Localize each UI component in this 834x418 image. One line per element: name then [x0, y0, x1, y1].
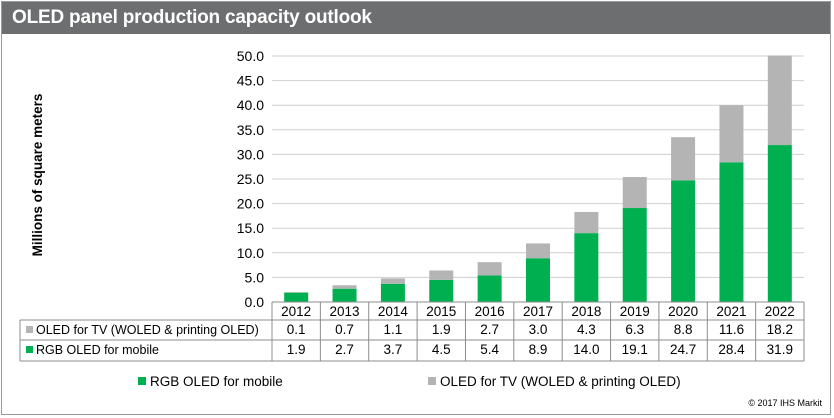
y-tick-label: 35.0 — [237, 122, 264, 138]
y-axis-label: Millions of square meters — [30, 94, 45, 257]
y-tick-label: 25.0 — [237, 171, 264, 187]
legend-swatch-tv — [428, 377, 436, 385]
x-tick-label: 2013 — [330, 304, 360, 319]
data-label: 4.3 — [577, 322, 596, 337]
x-tick-label: 2019 — [620, 304, 650, 319]
data-label: 5.4 — [480, 342, 499, 357]
x-tick-label: 2012 — [281, 304, 311, 319]
y-tick-label: 10.0 — [237, 245, 264, 261]
x-tick-label: 2020 — [668, 304, 698, 319]
x-tick-label: 2018 — [571, 304, 601, 319]
bar-tv — [622, 177, 647, 209]
data-label: 1.9 — [432, 322, 451, 337]
bar-mobile — [477, 275, 502, 302]
data-label: 31.9 — [767, 342, 793, 357]
bar-mobile — [622, 208, 647, 302]
bar-tv — [380, 278, 405, 284]
data-label: 14.0 — [573, 342, 599, 357]
data-label: 1.1 — [384, 322, 403, 337]
legend-swatch-mobile — [138, 377, 146, 385]
y-tick-label: 15.0 — [237, 220, 264, 236]
data-label: 3.7 — [384, 342, 403, 357]
table-series-label-tv: OLED for TV (WOLED & printing OLED) — [36, 323, 259, 337]
data-label: 0.1 — [287, 322, 306, 337]
x-tick-label: 2015 — [426, 304, 456, 319]
bar-mobile — [332, 288, 357, 302]
legend-item-mobile: RGB OLED for mobile — [138, 374, 283, 392]
data-label: 8.9 — [529, 342, 548, 357]
data-label: 2.7 — [480, 322, 499, 337]
y-tick-label: 45.0 — [237, 73, 264, 89]
x-tick-label: 2021 — [716, 304, 746, 319]
bar-mobile — [429, 279, 454, 302]
title-bar: OLED panel production capacity outlook — [2, 2, 830, 34]
bar-mobile — [380, 283, 405, 302]
bar-tv — [574, 211, 599, 234]
bar-tv — [477, 262, 502, 276]
data-label: 18.2 — [767, 322, 793, 337]
data-label: 4.5 — [432, 342, 451, 357]
chart-title: OLED panel production capacity outlook — [12, 7, 372, 28]
bar-mobile — [719, 162, 744, 302]
bar-mobile — [574, 233, 599, 302]
data-label: 0.7 — [335, 322, 354, 337]
data-label: 19.1 — [622, 342, 648, 357]
data-label: 2.7 — [335, 342, 354, 357]
legend-item-tv: OLED for TV (WOLED & printing OLED) — [428, 374, 681, 392]
bar-mobile — [526, 258, 550, 302]
y-tick-label: 0.0 — [245, 294, 265, 310]
table-series-label-mobile: RGB OLED for mobile — [36, 343, 159, 357]
data-label: 28.4 — [718, 342, 745, 357]
bar-tv — [767, 55, 792, 146]
bar-tv — [332, 285, 357, 289]
data-label: 6.3 — [625, 322, 644, 337]
bar-tv — [429, 270, 454, 280]
y-tick-label: 5.0 — [245, 269, 265, 285]
table-legend-swatch-tv — [26, 326, 33, 333]
y-tick-label: 40.0 — [237, 97, 264, 113]
legend-label-tv: OLED for TV (WOLED & printing OLED) — [440, 374, 681, 389]
y-tick-label: 20.0 — [237, 196, 264, 212]
x-tick-label: 2017 — [523, 304, 553, 319]
bar-tv — [526, 243, 550, 259]
x-tick-label: 2014 — [378, 304, 409, 319]
table-legend-swatch-mobile — [26, 346, 33, 353]
data-label: 3.0 — [529, 322, 548, 337]
x-tick-label: 2016 — [475, 304, 505, 319]
copyright: © 2017 IHS Markit — [748, 398, 822, 408]
legend-label-mobile: RGB OLED for mobile — [150, 374, 283, 389]
bar-mobile — [284, 292, 309, 302]
data-label: 24.7 — [670, 342, 696, 357]
bar-mobile — [767, 145, 792, 302]
data-label: 11.6 — [719, 322, 744, 337]
data-label: 8.8 — [674, 322, 693, 337]
y-tick-label: 30.0 — [237, 146, 264, 162]
bar-mobile — [671, 180, 696, 302]
bar-tv — [719, 105, 744, 163]
y-tick-label: 50.0 — [237, 48, 264, 64]
x-tick-label: 2022 — [765, 304, 795, 319]
data-label: 1.9 — [287, 342, 306, 357]
bar-tv — [671, 137, 696, 181]
